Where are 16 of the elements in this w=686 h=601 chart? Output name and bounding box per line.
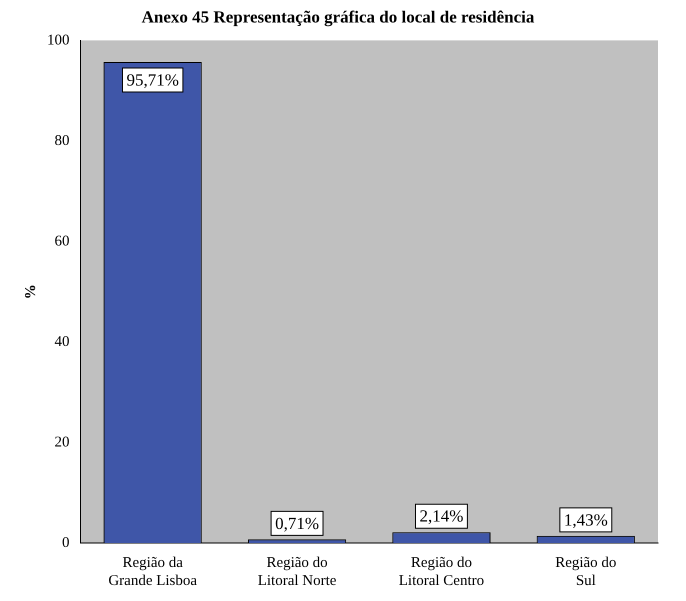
x-tick-label: Região do Litoral Norte xyxy=(258,554,337,589)
y-tick-label: 80 xyxy=(54,132,70,149)
data-label: 2,14% xyxy=(419,506,464,526)
y-tick-label: 20 xyxy=(54,434,70,450)
data-label: 1,43% xyxy=(564,510,608,530)
x-tick-label: Região da Grande Lisboa xyxy=(108,554,198,589)
y-tick-label: 60 xyxy=(54,233,70,250)
y-tick-label: 0 xyxy=(62,534,70,551)
y-axis-title: % xyxy=(22,284,39,300)
data-label: 0,71% xyxy=(275,514,320,533)
x-tick-label: Região do Litoral Centro xyxy=(398,554,484,589)
x-tick-label: Região do Sul xyxy=(555,554,616,589)
data-label: 95,71% xyxy=(126,70,179,90)
y-tick-label: 40 xyxy=(54,334,70,350)
chart-title: Anexo 45 Representação gráfica do local de residência xyxy=(142,8,535,27)
y-tick-label: 100 xyxy=(47,32,70,48)
